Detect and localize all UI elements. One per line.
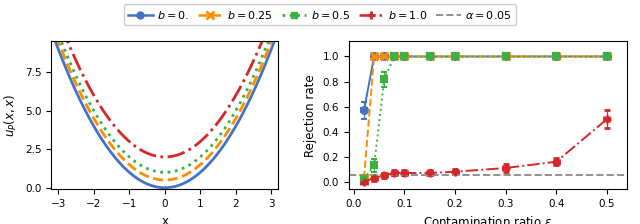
Y-axis label: $u_P(x, x)$: $u_P(x, x)$ [3, 94, 19, 137]
X-axis label: x: x [161, 215, 168, 224]
Y-axis label: Rejection rate: Rejection rate [304, 74, 317, 157]
Legend: $b=0.$, $b=0.25$, $b=0.5$, $b=1.0$, $\alpha=0.05$: $b=0.$, $b=0.25$, $b=0.5$, $b=1.0$, $\al… [124, 4, 516, 25]
X-axis label: Contamination ratio $\epsilon$: Contamination ratio $\epsilon$ [424, 215, 552, 224]
